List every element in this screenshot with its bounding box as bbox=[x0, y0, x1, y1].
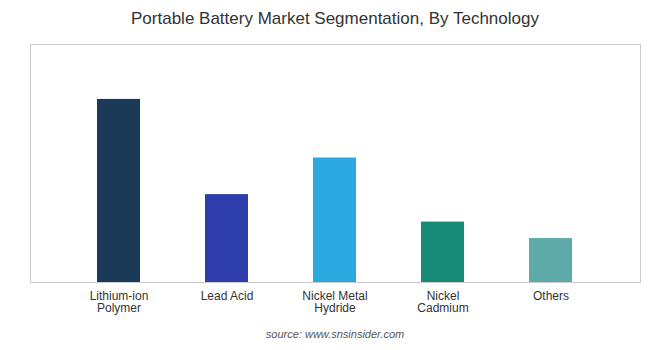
html-text:Portable Battery Market Segmen: Portable Battery Market Segmentation, By… bbox=[131, 9, 539, 28]
svg-text:Others: Others bbox=[533, 289, 569, 303]
html-text:source: www.snsinsider.com: source: www.snsinsider.com bbox=[265, 328, 405, 340]
svg-text:Nickel MetalHydride: Nickel MetalHydride bbox=[302, 289, 367, 315]
svg-text:NickelCadmium: NickelCadmium bbox=[417, 289, 468, 315]
svg-text:Lithium-ionPolymer: Lithium-ionPolymer bbox=[90, 289, 149, 315]
svg-text:Lead Acid: Lead Acid bbox=[201, 289, 254, 303]
